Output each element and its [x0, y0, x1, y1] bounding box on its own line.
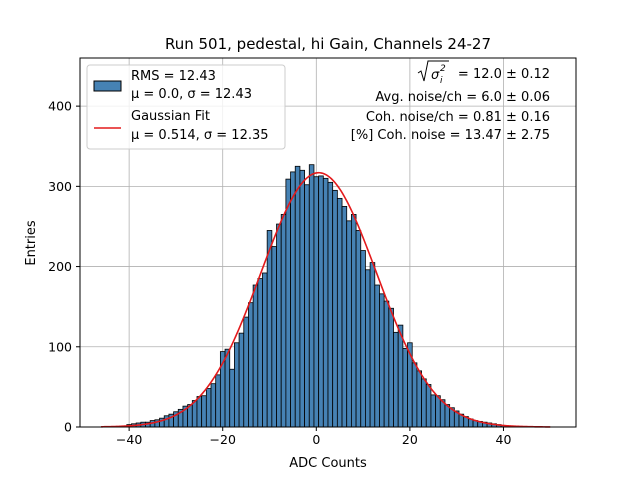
histogram-bar — [243, 316, 249, 428]
histogram-bar — [196, 396, 203, 428]
histogram-bar — [360, 250, 366, 428]
legend-label-histogram-stats: μ = 0.0, σ = 12.43 — [131, 87, 252, 102]
histogram-bar — [393, 331, 399, 428]
histogram-bar — [313, 176, 320, 428]
y-tick-label: 0 — [64, 420, 72, 435]
histogram-bar — [234, 342, 240, 428]
histogram-bar — [299, 169, 306, 428]
histogram-bar — [262, 272, 268, 428]
annotation-sigma-sup: 2 — [440, 64, 446, 74]
y-axis-ticks: 0 100 200 300 400 — [48, 99, 80, 435]
histogram-bar — [425, 384, 432, 428]
histogram-bar — [322, 177, 329, 428]
x-tick-label: 0 — [312, 432, 320, 447]
histogram-bar — [294, 165, 301, 428]
y-tick-label: 300 — [48, 179, 72, 194]
x-axis-ticks: −40 −20 0 20 40 — [116, 427, 512, 447]
histogram-bar — [290, 171, 296, 428]
histogram-bar — [266, 230, 273, 428]
histogram-bar — [252, 284, 259, 428]
histogram-bar — [285, 178, 291, 428]
histogram-bar — [238, 332, 245, 428]
legend: RMS = 12.43 μ = 0.0, σ = 12.43 Gaussian … — [86, 64, 286, 150]
histogram-bar — [388, 307, 394, 428]
gaussian-fit-curve — [101, 171, 551, 428]
annotation-coh-noise-percent: [%] Coh. noise = 13.47 ± 2.75 — [351, 128, 550, 143]
histogram-bar — [379, 293, 385, 428]
annotation-total-noise: σ 2 i = 12.0 ± 0.12 — [417, 60, 550, 86]
histogram-bar — [163, 415, 170, 428]
histogram-bar — [346, 220, 352, 428]
legend-label-histogram: RMS = 12.43 — [131, 69, 216, 84]
histogram-bar — [248, 302, 254, 428]
histogram-bar — [201, 395, 207, 428]
histogram-bar — [430, 394, 437, 428]
histogram-bar — [341, 206, 348, 428]
histogram-bar — [224, 348, 231, 428]
histogram-bar — [355, 230, 362, 428]
histogram-bar — [374, 284, 380, 428]
legend-box — [86, 64, 286, 150]
sqrt-symbol-icon — [417, 60, 449, 82]
histogram-bar — [304, 184, 310, 428]
histogram-bar — [421, 378, 427, 428]
histogram-bar — [350, 214, 357, 428]
histogram-bar — [280, 214, 287, 428]
y-tick-label: 200 — [48, 259, 72, 274]
chart-title: Run 501, pedestal, hi Gain, Channels 24-… — [165, 35, 491, 53]
legend-label-fit: Gaussian Fit — [131, 109, 210, 124]
annotation-sigma-symbol: σ — [431, 68, 440, 83]
histogram-bar — [276, 223, 282, 428]
histogram-bar — [332, 189, 338, 428]
x-tick-label: −40 — [116, 432, 142, 447]
histogram-bar — [383, 300, 390, 428]
histogram-bar — [229, 368, 235, 428]
histogram-bar — [191, 400, 198, 428]
y-tick-label: 100 — [48, 339, 72, 354]
histogram-bar — [215, 374, 221, 428]
annotation-coh-noise: Coh. noise/ch = 0.81 ± 0.16 — [366, 110, 550, 125]
annotation-avg-noise: Avg. noise/ch = 6.0 ± 0.06 — [375, 90, 550, 105]
legend-swatch-histogram — [93, 80, 122, 92]
histogram-bar — [318, 175, 324, 428]
annotation-sigma-sub: i — [440, 76, 443, 86]
histogram-bar — [210, 383, 217, 428]
histogram-bar — [411, 362, 418, 428]
legend-label-fit-stats: μ = 0.514, σ = 12.35 — [131, 128, 269, 143]
annotations: σ 2 i = 12.0 ± 0.12 Avg. noise/ch = 6.0 … — [351, 60, 550, 143]
histogram-bar — [369, 262, 376, 428]
histogram-bar — [308, 164, 315, 428]
plot-frame — [79, 57, 577, 428]
y-axis-label: Entries — [24, 220, 39, 266]
y-tick-label: 400 — [48, 99, 72, 114]
x-tick-label: −20 — [210, 432, 236, 447]
histogram-bar — [205, 388, 212, 428]
x-axis-label: ADC Counts — [289, 456, 367, 471]
x-tick-label: 20 — [402, 432, 418, 447]
histogram-bar — [365, 269, 371, 428]
histogram-bar — [327, 181, 334, 428]
histogram-bar — [336, 197, 343, 428]
x-tick-label: 40 — [496, 432, 512, 447]
histogram-bar — [271, 246, 277, 428]
annotation-total-noise-value: = 12.0 ± 0.12 — [458, 67, 550, 82]
histogram-bar — [257, 278, 263, 428]
histogram-bar — [397, 324, 404, 428]
histogram-bar — [435, 395, 441, 428]
histogram-bars — [126, 164, 507, 428]
histogram-bar — [416, 370, 422, 428]
histogram-bar — [402, 347, 408, 428]
